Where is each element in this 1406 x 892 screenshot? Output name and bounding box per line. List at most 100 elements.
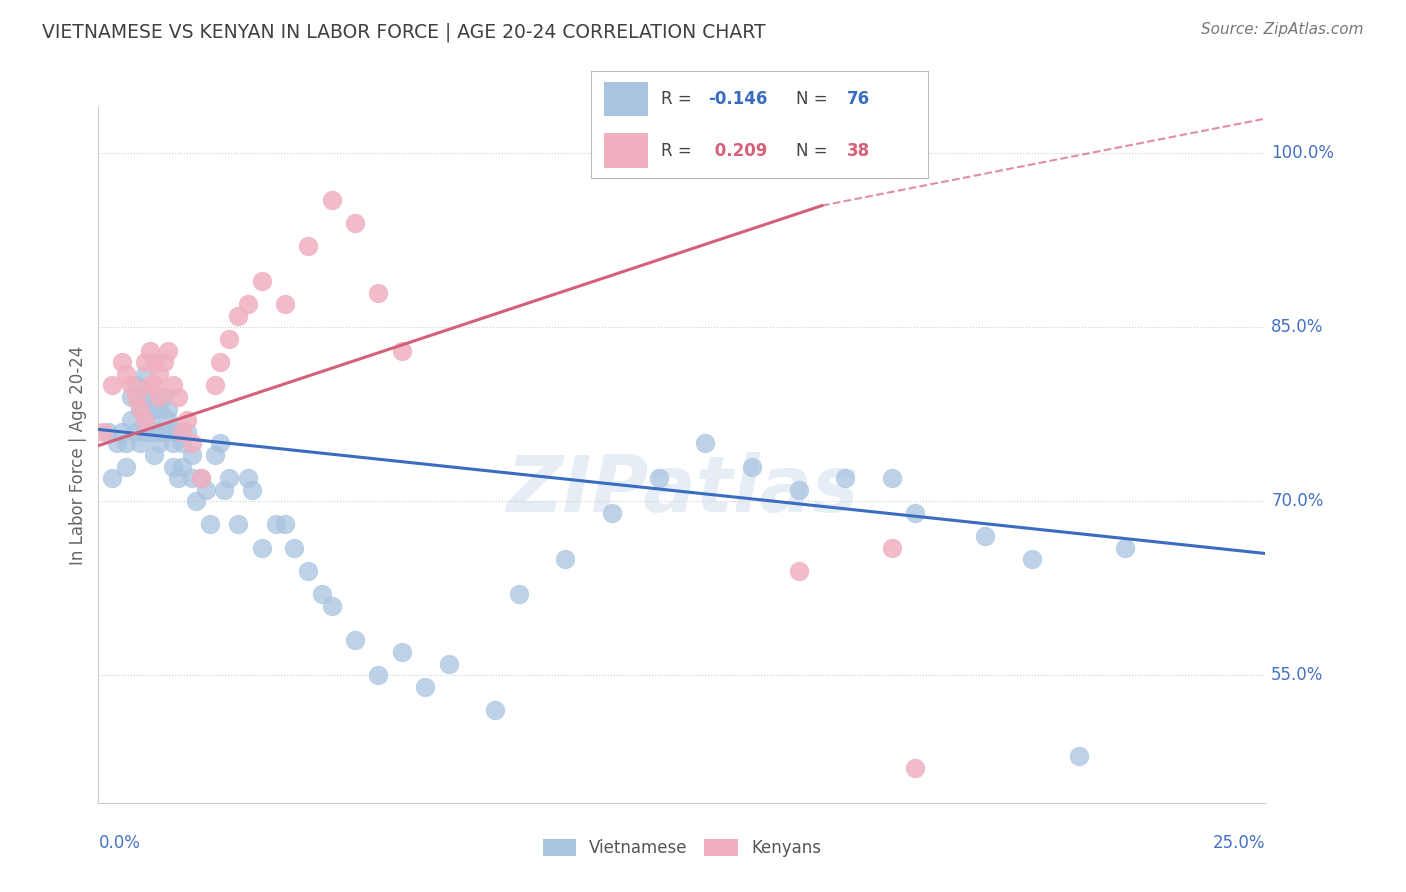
Point <box>321 193 343 207</box>
Point <box>120 413 142 427</box>
Point <box>1021 552 1043 566</box>
Legend: Vietnamese, Kenyans: Vietnamese, Kenyans <box>536 832 828 864</box>
Point <box>880 541 903 555</box>
Point <box>134 413 156 427</box>
Text: R =: R = <box>661 142 697 160</box>
Point <box>367 285 389 300</box>
Point <box>148 390 170 404</box>
Point <box>172 459 194 474</box>
Point <box>176 425 198 439</box>
Point <box>283 541 305 555</box>
Bar <box>605 82 648 116</box>
Point <box>134 425 156 439</box>
Text: 76: 76 <box>846 90 870 108</box>
Point <box>787 564 810 578</box>
Point <box>115 459 138 474</box>
Point <box>139 378 162 392</box>
Point <box>194 483 217 497</box>
Point <box>134 367 156 381</box>
Point <box>484 703 506 717</box>
Point <box>115 367 138 381</box>
Point <box>228 517 250 532</box>
Point <box>143 425 166 439</box>
Point <box>162 459 184 474</box>
Point <box>974 529 997 543</box>
Point <box>311 587 333 601</box>
Point <box>162 436 184 450</box>
Point <box>134 355 156 369</box>
Point <box>111 355 134 369</box>
Point <box>129 401 152 416</box>
Point <box>236 297 259 311</box>
Point <box>97 425 120 439</box>
Text: R =: R = <box>661 90 697 108</box>
Point <box>91 425 114 439</box>
Point <box>204 378 226 392</box>
Point <box>413 680 436 694</box>
Point <box>152 355 174 369</box>
Point <box>166 425 188 439</box>
Point <box>554 552 576 566</box>
Point <box>157 413 180 427</box>
Point <box>274 517 297 532</box>
Point <box>162 425 184 439</box>
Point <box>162 378 184 392</box>
Point <box>218 471 240 485</box>
Text: VIETNAMESE VS KENYAN IN LABOR FORCE | AGE 20-24 CORRELATION CHART: VIETNAMESE VS KENYAN IN LABOR FORCE | AG… <box>42 22 766 42</box>
Point <box>204 448 226 462</box>
Point <box>904 506 927 520</box>
Point <box>129 436 152 450</box>
Text: 0.0%: 0.0% <box>98 834 141 852</box>
Point <box>321 599 343 613</box>
Point <box>115 436 138 450</box>
Point <box>125 390 148 404</box>
Point <box>139 425 162 439</box>
Point <box>143 378 166 392</box>
Text: 70.0%: 70.0% <box>1271 492 1323 510</box>
Point <box>139 390 162 404</box>
Text: Source: ZipAtlas.com: Source: ZipAtlas.com <box>1201 22 1364 37</box>
Point <box>208 436 231 450</box>
Text: N =: N = <box>796 90 834 108</box>
Point <box>157 401 180 416</box>
Y-axis label: In Labor Force | Age 20-24: In Labor Force | Age 20-24 <box>69 345 87 565</box>
Point <box>180 471 202 485</box>
Text: 25.0%: 25.0% <box>1213 834 1265 852</box>
Point <box>1114 541 1136 555</box>
Point <box>695 436 717 450</box>
Point <box>437 657 460 671</box>
Bar <box>605 134 648 168</box>
Point <box>904 761 927 775</box>
Point <box>180 448 202 462</box>
Point <box>787 483 810 497</box>
Point <box>344 633 367 648</box>
Text: -0.146: -0.146 <box>709 90 768 108</box>
Point <box>297 564 319 578</box>
Point <box>172 425 194 439</box>
Point <box>391 343 413 358</box>
Point <box>344 216 367 230</box>
Text: 0.209: 0.209 <box>709 142 768 160</box>
Point <box>125 425 148 439</box>
Point <box>139 413 162 427</box>
Point <box>157 343 180 358</box>
Point <box>190 471 212 485</box>
Point <box>143 355 166 369</box>
Point <box>200 517 222 532</box>
Point <box>172 436 194 450</box>
Point <box>264 517 287 532</box>
Point <box>236 471 259 485</box>
Point <box>143 448 166 462</box>
Point <box>166 390 188 404</box>
Point <box>120 378 142 392</box>
Point <box>297 239 319 253</box>
Point <box>250 541 273 555</box>
Point <box>190 471 212 485</box>
Point <box>834 471 856 485</box>
Point <box>741 459 763 474</box>
Point <box>148 436 170 450</box>
Point <box>111 425 134 439</box>
Point <box>214 483 236 497</box>
Text: 38: 38 <box>846 142 870 160</box>
Point <box>242 483 264 497</box>
